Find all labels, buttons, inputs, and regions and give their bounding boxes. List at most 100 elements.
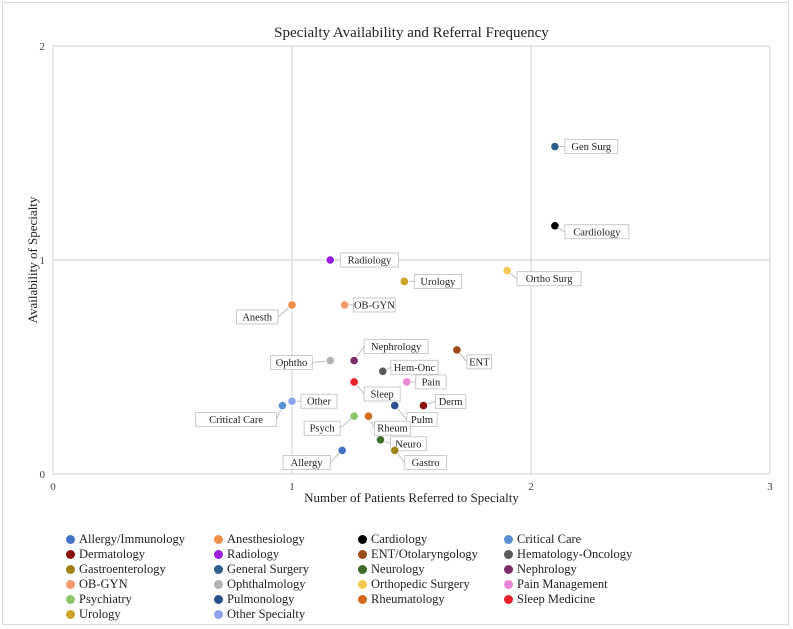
data-label: ENT	[469, 357, 490, 368]
data-label: OB-GYN	[354, 300, 395, 311]
y-tick-label: 2	[40, 41, 46, 53]
legend-marker	[66, 579, 75, 589]
data-label: Hem-Onc	[394, 363, 436, 374]
data-point-nephrology	[349, 355, 359, 366]
data-point-ortho-surg	[502, 266, 512, 276]
data-label: Ophtho	[276, 358, 308, 369]
data-point-gen-surg	[550, 141, 560, 152]
y-tick-label: 1	[40, 255, 46, 267]
legend-item: Rheumatology	[358, 592, 445, 606]
data-point-ophtho	[325, 355, 335, 366]
data-point-rheum	[363, 411, 374, 421]
data-point-critical-care	[277, 400, 288, 411]
data-label: Critical Care	[209, 415, 263, 426]
legend-label: Orthopedic Surgery	[371, 577, 470, 591]
legend-label: Pain Management	[517, 577, 608, 591]
legend-marker	[214, 564, 223, 574]
data-point-psych	[349, 411, 359, 421]
legend-label: Radiology	[227, 547, 280, 561]
legend-marker	[66, 564, 75, 574]
legend-item: Other Specialty	[214, 607, 305, 621]
data-point-neuro	[375, 435, 386, 445]
data-label: Derm	[439, 397, 463, 408]
data-label-box	[415, 374, 447, 390]
legend-label: Hematology-Oncology	[517, 547, 633, 561]
data-point-cardiology	[550, 221, 560, 231]
data-point-sleep	[349, 377, 359, 387]
legend-marker	[66, 594, 75, 604]
legend-item: Urology	[66, 607, 121, 621]
data-label: Gastro	[412, 458, 440, 469]
data-label: Allergy	[291, 458, 324, 469]
data-label-box	[466, 354, 493, 370]
data-label: Anesth	[242, 312, 272, 323]
legend-label: ENT/Otolaryngology	[371, 547, 478, 561]
legend-label: Critical Care	[517, 532, 582, 546]
data-label-box	[390, 359, 439, 375]
data-label-box	[564, 139, 619, 154]
data-point-pain	[402, 377, 412, 387]
data-label-box	[235, 309, 279, 325]
x-axis-label: Number of Patients Referred to Specialty	[304, 490, 519, 505]
data-label-box	[363, 386, 401, 402]
x-tick-label: 2	[528, 481, 534, 493]
legend-marker	[504, 594, 513, 604]
legend-label: Psychiatry	[79, 592, 132, 606]
legend-marker	[504, 579, 513, 589]
legend-marker	[66, 609, 75, 619]
legend-marker	[214, 549, 223, 559]
data-point-derm	[418, 400, 429, 411]
legend-label: Neurology	[371, 562, 425, 576]
legend-item: ENT/Otolaryngology	[358, 547, 478, 561]
legend-item: Anesthesiology	[214, 532, 305, 546]
data-point-anesth	[287, 300, 297, 310]
legend-item: General Surgery	[214, 562, 309, 576]
y-axis-label: Availability of Specialty	[25, 196, 40, 323]
data-label-box	[406, 412, 438, 427]
data-label-box	[374, 420, 411, 436]
legend-item: Cardiology	[358, 532, 427, 546]
data-label: Pain	[422, 377, 441, 388]
y-tick-label: 0	[40, 469, 46, 481]
x-tick-label: 0	[50, 481, 56, 493]
data-label: Rheum	[377, 424, 407, 435]
data-label: Ortho Surg	[526, 274, 574, 285]
data-label: Nephrology	[371, 342, 422, 353]
data-point-hem-onc	[378, 366, 388, 376]
legend-label: Urology	[79, 607, 121, 621]
data-point-pulm	[390, 400, 400, 411]
data-label: Psych	[310, 424, 336, 435]
legend-label: Nephrology	[517, 562, 577, 576]
legend-item: Hematology-Oncology	[504, 547, 632, 561]
legend-marker	[504, 534, 513, 544]
legend-label: Pulmonology	[227, 592, 295, 606]
data-point-allergy	[337, 445, 347, 456]
legend-marker	[504, 564, 513, 574]
chart-title: Specialty Availability and Referral Freq…	[274, 25, 549, 41]
legend-marker	[214, 579, 223, 589]
data-label-box	[282, 455, 331, 470]
legend-item: Pulmonology	[214, 592, 294, 606]
data-label: Sleep	[370, 389, 393, 400]
legend-item: Pain Management	[504, 577, 608, 591]
data-label: Pulm	[411, 415, 433, 426]
data-point-gastro	[390, 445, 400, 456]
data-label-box	[435, 394, 467, 409]
legend-label: Other Specialty	[227, 607, 306, 621]
data-label-box	[270, 355, 313, 370]
data-label-box	[303, 420, 341, 436]
legend-item: Sleep Medicine	[504, 592, 595, 606]
legend-label: Cardiology	[371, 532, 428, 546]
data-label: Other	[307, 397, 331, 408]
data-point-other	[287, 396, 297, 406]
legend-label: OB-GYN	[79, 577, 128, 591]
data-label: Cardiology	[573, 227, 621, 238]
legend-label: Rheumatology	[371, 592, 445, 606]
legend-label: Ophthalmology	[227, 577, 306, 591]
data-point-ent	[452, 345, 462, 355]
legend-label: Anesthesiology	[227, 532, 305, 546]
legend-marker	[358, 594, 367, 604]
legend-item: Neurology	[358, 562, 424, 576]
